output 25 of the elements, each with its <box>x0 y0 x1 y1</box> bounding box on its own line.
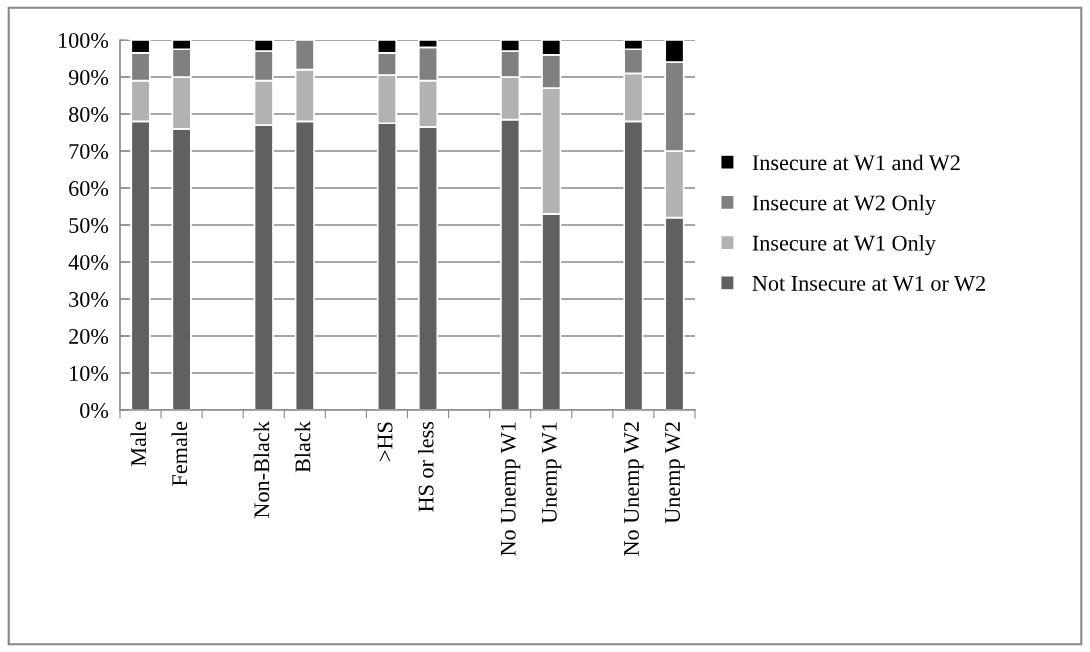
x-tick-label: HS or less <box>417 421 434 512</box>
y-tick-label: 40% <box>68 254 109 270</box>
y-tick-label: 50% <box>69 217 109 233</box>
x-tick-label: No Unemp W1 <box>500 422 521 556</box>
x-tick-label: Unemp W2 <box>665 422 685 524</box>
y-tick-label: 80% <box>69 106 109 122</box>
legend-label: Not Insecure at W1 or W2 <box>752 275 985 291</box>
x-tick-label: Male <box>130 421 147 467</box>
y-tick-label: 70% <box>69 143 109 159</box>
x-tick-label: No Unemp W2 <box>624 422 644 556</box>
y-tick-label: 0% <box>80 402 109 418</box>
y-tick-label: 60% <box>69 180 109 196</box>
x-tick-label: >HS <box>377 422 393 461</box>
y-tick-label: 10% <box>70 365 109 381</box>
x-tick-label: Female <box>171 421 188 486</box>
legend-label: Insecure at W1 and W2 <box>752 154 960 171</box>
y-tick-label: 30% <box>69 291 109 307</box>
legend-label: Insecure at W1 Only <box>752 235 936 256</box>
x-tick-label: Unemp W1 <box>541 422 562 524</box>
y-tick-label: 100% <box>59 32 109 48</box>
legend-label: Insecure at W2 Only <box>752 194 936 215</box>
x-tick-label: Black <box>294 421 311 473</box>
x-tick-label: Non-Black <box>253 421 270 518</box>
y-tick-label: 20% <box>69 328 109 344</box>
y-tick-label: 90% <box>68 69 109 85</box>
